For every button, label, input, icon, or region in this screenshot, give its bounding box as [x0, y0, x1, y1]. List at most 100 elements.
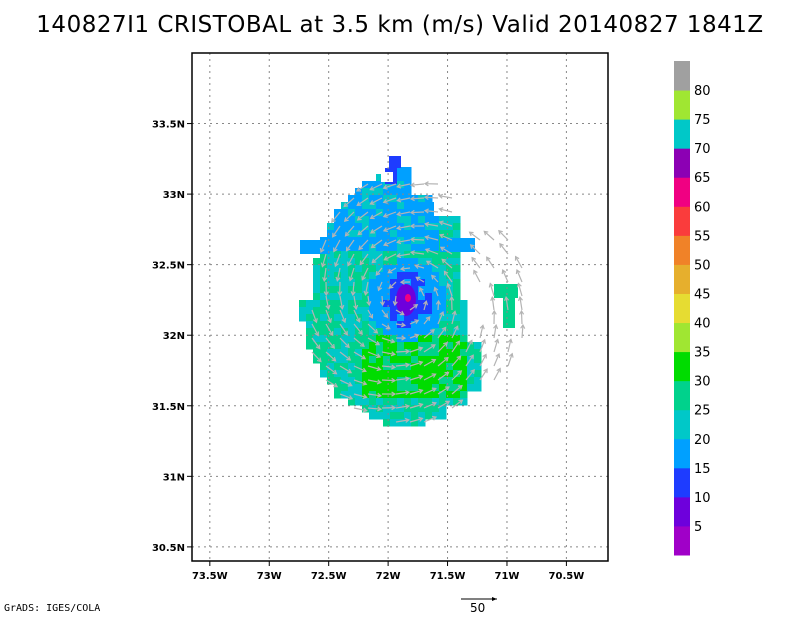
field-cell	[432, 265, 440, 273]
field-cell	[348, 314, 356, 322]
wind-vector	[339, 323, 348, 336]
field-cell	[404, 272, 412, 280]
field-cell	[474, 342, 482, 350]
wind-vector-head	[332, 232, 337, 238]
field-cell	[397, 244, 405, 252]
y-tick-label: 31N	[163, 472, 185, 483]
field-cell	[397, 272, 405, 280]
field-cell	[439, 356, 447, 364]
field-cell	[341, 335, 349, 343]
field-cell	[467, 342, 475, 350]
field-cell	[425, 412, 433, 420]
field-cell	[474, 370, 482, 378]
wind-vector	[423, 402, 437, 409]
wind-vector	[397, 253, 411, 257]
field-cell	[439, 286, 447, 294]
wind-vector-head	[376, 379, 382, 385]
wind-vector	[409, 403, 423, 409]
field-cell	[397, 335, 405, 343]
field-cell	[355, 188, 363, 196]
field-cell	[411, 370, 419, 378]
field-cell	[341, 293, 349, 301]
field-cell	[362, 300, 370, 308]
field-cell	[383, 356, 391, 364]
wind-vector	[358, 239, 369, 250]
wind-vector-head	[449, 295, 455, 301]
wind-vector	[465, 340, 473, 353]
wind-vector-head	[391, 377, 397, 384]
field-cell	[425, 377, 433, 385]
reference-vector-label: 50	[470, 601, 486, 615]
field-cell	[404, 258, 412, 266]
field-cell	[334, 223, 342, 231]
wind-vector	[451, 399, 463, 409]
wind-vector	[437, 386, 450, 395]
field-cell	[446, 356, 454, 364]
wind-vector-head	[469, 354, 474, 360]
field-cell	[425, 356, 433, 364]
wind-vector-head	[479, 324, 485, 330]
field-cell	[404, 216, 412, 224]
y-tick-label: 30.5N	[152, 543, 185, 554]
wind-vector-head	[347, 261, 352, 267]
wind-vector-head	[508, 352, 514, 358]
field-cell	[341, 363, 349, 371]
wind-vector	[394, 295, 397, 306]
wind-vector	[516, 269, 523, 283]
field-cell	[306, 314, 314, 322]
field-cell	[439, 321, 447, 329]
x-tick-label: 73.5W	[192, 571, 228, 582]
field-cell	[453, 300, 461, 308]
colorbar-label: 60	[694, 200, 711, 215]
wind-vector	[339, 351, 351, 361]
field-cell	[383, 244, 391, 252]
wind-vector	[367, 337, 380, 346]
field-cell	[369, 412, 377, 420]
wind-vector	[424, 196, 439, 199]
field-cell	[418, 412, 426, 420]
field-cell	[446, 349, 454, 357]
field-cell	[341, 307, 349, 315]
wind-vector-head	[482, 353, 487, 359]
wind-vector-head	[456, 355, 462, 361]
field-cell	[383, 398, 391, 406]
colorbar-label: 15	[694, 462, 711, 477]
colorbar-label: 70	[694, 142, 711, 157]
wind-vector-head	[358, 330, 363, 336]
field-cell	[411, 377, 419, 385]
field-cell	[425, 293, 433, 301]
field-cell	[397, 370, 405, 378]
field-cell	[460, 335, 468, 343]
field-cell	[327, 349, 335, 357]
field-cell	[320, 370, 328, 378]
field-cell	[411, 356, 419, 364]
field-cell	[390, 328, 398, 336]
field-cell	[327, 335, 335, 343]
field-cell	[355, 300, 363, 308]
wind-vector	[384, 253, 397, 261]
field-cell	[446, 258, 454, 266]
x-tick-label: 73W	[257, 571, 282, 582]
wind-vector-head	[399, 279, 405, 285]
field-cell	[439, 230, 447, 238]
wind-vector	[437, 327, 447, 339]
field-cell	[362, 391, 370, 399]
field-cell	[355, 279, 363, 287]
field-cell	[341, 356, 349, 364]
field-cell	[383, 251, 391, 259]
wind-vector	[332, 225, 341, 238]
field-cell	[425, 272, 433, 280]
wind-vector	[426, 260, 439, 269]
field-cell	[453, 363, 461, 371]
field-cell	[439, 314, 447, 322]
wind-vector-head	[409, 250, 416, 256]
wind-vector-head	[382, 227, 388, 233]
wind-vector	[339, 365, 352, 374]
field-cell	[362, 216, 370, 224]
field-cell	[397, 237, 405, 245]
field-cell	[411, 384, 419, 392]
field-cell	[383, 258, 391, 266]
wind-vector	[415, 276, 425, 283]
field-cell	[376, 216, 384, 224]
